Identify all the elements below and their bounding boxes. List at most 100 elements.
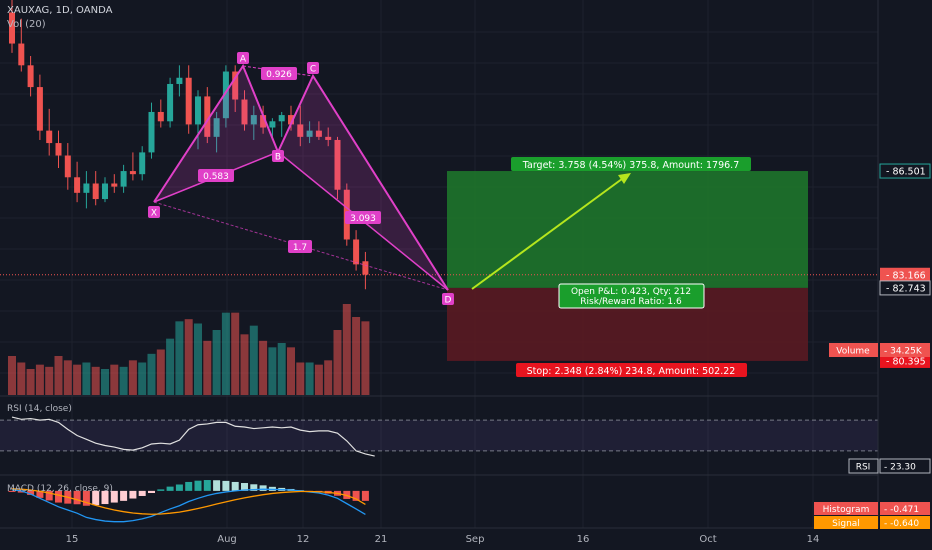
position-zones [447, 171, 808, 361]
histogram-bar [129, 490, 137, 499]
candle-body [176, 77, 183, 84]
rsi-name-tag: RSI [856, 463, 871, 473]
volume-bar [35, 364, 44, 395]
histogram-bar [55, 490, 62, 503]
histogram-bar [166, 486, 174, 491]
volume-bar [8, 356, 16, 395]
volume-bar [54, 356, 63, 395]
candle-body [260, 115, 267, 128]
histogram-bar [45, 490, 53, 501]
volume-bars [8, 304, 370, 395]
candle-body [139, 152, 146, 175]
volume-bar [342, 304, 351, 395]
rsi-indicator-label: RSI (14, close) [7, 404, 72, 414]
volume-bar [305, 362, 314, 395]
volume-bar [91, 366, 100, 395]
volume-bar [314, 364, 323, 395]
candle-body [232, 71, 239, 100]
histogram-bar [250, 484, 258, 491]
target-label: Target: 3.758 (4.54%) 375.8, Amount: 179… [522, 160, 739, 171]
ratio-ac-label: 0.926 [266, 70, 292, 80]
histogram-bar [352, 490, 360, 501]
stop-label: Stop: 2.348 (2.84%) 234.8, Amount: 502.2… [527, 366, 736, 377]
histogram-bar [120, 490, 128, 501]
volume-bar [259, 340, 268, 395]
candle-body [353, 239, 360, 265]
volume-bar [324, 360, 333, 395]
candle-body [297, 124, 304, 137]
volume-bar [101, 369, 109, 395]
candle-body [36, 87, 43, 131]
candle-body [325, 136, 332, 140]
volume-bar [203, 340, 212, 395]
candle-body [46, 130, 53, 144]
volume-indicator-label: Vol (20) [7, 19, 46, 30]
histogram-bar [259, 485, 267, 491]
volume-bar [17, 362, 26, 395]
open-pnl-label: Open P&L: 0.423, Qty: 212 [571, 287, 691, 297]
pattern-point-label: D [445, 296, 452, 306]
candle-body [315, 130, 322, 137]
histogram-bar [361, 490, 369, 501]
volume-bar [45, 366, 54, 395]
histogram-bar [231, 481, 239, 491]
volume-bar [221, 312, 230, 395]
long-position[interactable]: Target: 3.758 (4.54%) 375.8, Amount: 179… [471, 157, 751, 377]
candle-body [120, 171, 127, 187]
histogram-bar [194, 480, 202, 491]
harmonic-pattern: X A B C D 0.583 0.926 3.093 1.7 [148, 52, 454, 306]
entry-price-tag: - 82.743 [886, 283, 926, 294]
histogram-bar [110, 490, 118, 503]
rsi-value-tag: - 23.30 [884, 463, 916, 473]
signal-line [11, 488, 366, 515]
histogram-bar [148, 490, 155, 493]
candle-body [18, 43, 25, 66]
symbol-label: XAUXAG, 1D, OANDA [7, 5, 113, 16]
candle-body [55, 143, 62, 156]
candle-body [269, 121, 276, 128]
target-price-tag: - 86.501 [886, 167, 926, 178]
volume-bar [175, 321, 184, 395]
signal-value-tag: - -0.640 [884, 519, 919, 529]
histogram-bar [92, 490, 100, 506]
stop-price-tag: - 80.395 [886, 356, 926, 367]
histogram-bar [82, 490, 90, 506]
histogram-bar [36, 490, 44, 498]
volume-bar [119, 366, 128, 395]
histogram-bar [203, 480, 211, 491]
pattern-point-label: B [275, 153, 281, 163]
signal-name-tag: Signal [832, 519, 860, 529]
volume-bar [231, 312, 240, 395]
volume-bar [110, 364, 119, 395]
volume-bar [128, 360, 137, 395]
candle-body [9, 12, 15, 44]
volume-bar [147, 353, 156, 395]
histogram-name-tag: Histogram [823, 505, 870, 515]
histogram-bar [175, 484, 183, 491]
histogram-bar [101, 490, 109, 505]
candle-body [102, 183, 108, 200]
histogram-bar [73, 490, 81, 505]
histogram-bar [8, 490, 16, 492]
candle-body [64, 155, 71, 178]
candle-body [157, 111, 164, 122]
pattern-point-label: C [310, 65, 316, 75]
x-tick-label: 14 [807, 534, 820, 545]
volume-bar [26, 369, 35, 395]
x-tick-label: Oct [699, 534, 716, 545]
pattern-point-label: A [240, 55, 247, 65]
volume-bar [361, 321, 370, 395]
x-tick-label: 12 [297, 534, 310, 545]
volume-bar [249, 325, 258, 395]
volume-bar [352, 317, 361, 395]
candle-body [250, 115, 257, 125]
x-tick-label: 15 [66, 534, 79, 545]
x-tick-label: Aug [217, 534, 237, 545]
candle-body [185, 77, 192, 125]
ratio-xd-label: 1.7 [293, 243, 307, 253]
histogram-bar [241, 483, 248, 491]
x-tick-label: 16 [577, 534, 590, 545]
candle-body [129, 171, 136, 175]
candle-body [167, 83, 174, 122]
